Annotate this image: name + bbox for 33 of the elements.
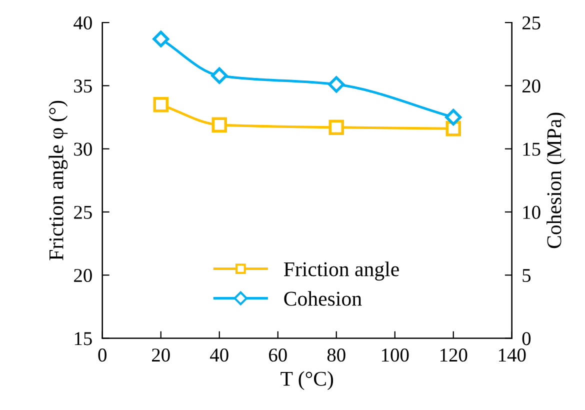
- y-tick-label: 40: [74, 16, 92, 30]
- x-tick-label: 40: [210, 348, 228, 362]
- point: [328, 120, 344, 135]
- y-tick-label: 35: [74, 80, 92, 93]
- y2-tick-label: 25: [522, 16, 540, 30]
- y-axis-title: Friction angle φ (°): [48, 100, 68, 260]
- y2-tick-label: 10: [523, 206, 540, 219]
- point: [446, 120, 462, 136]
- y2-tick-label: 20: [522, 80, 540, 93]
- point: [153, 96, 169, 112]
- y-tick-label: 30: [74, 142, 92, 156]
- x-axis-title: T (°C): [280, 371, 334, 390]
- x-tick-label: 100: [382, 348, 409, 362]
- y-tick-label: 15: [74, 332, 92, 346]
- x-tick-label: 120: [440, 348, 468, 362]
- point: [212, 117, 228, 132]
- point: [445, 108, 462, 126]
- x-tick-label: 20: [152, 348, 170, 362]
- x-tick-label: 60: [268, 348, 287, 362]
- point: [152, 30, 170, 48]
- y-tick-label: 25: [74, 206, 92, 219]
- x-tick-label: 80: [327, 348, 346, 362]
- legend-label: Friction angle: [284, 262, 399, 281]
- y-tick-label: 20: [74, 268, 92, 282]
- x-tick-label: 140: [499, 348, 526, 362]
- point: [328, 76, 345, 93]
- point: [211, 67, 228, 84]
- y2-tick-label: 5: [522, 269, 531, 282]
- y2-axis-title: Cohesion (MPa): [546, 112, 566, 248]
- y2-tick-label: 15: [523, 142, 540, 156]
- y2-tick-label: 0: [522, 332, 531, 346]
- legend-label: Cohesion: [284, 291, 362, 306]
- x-tick-label: 0: [98, 348, 106, 362]
